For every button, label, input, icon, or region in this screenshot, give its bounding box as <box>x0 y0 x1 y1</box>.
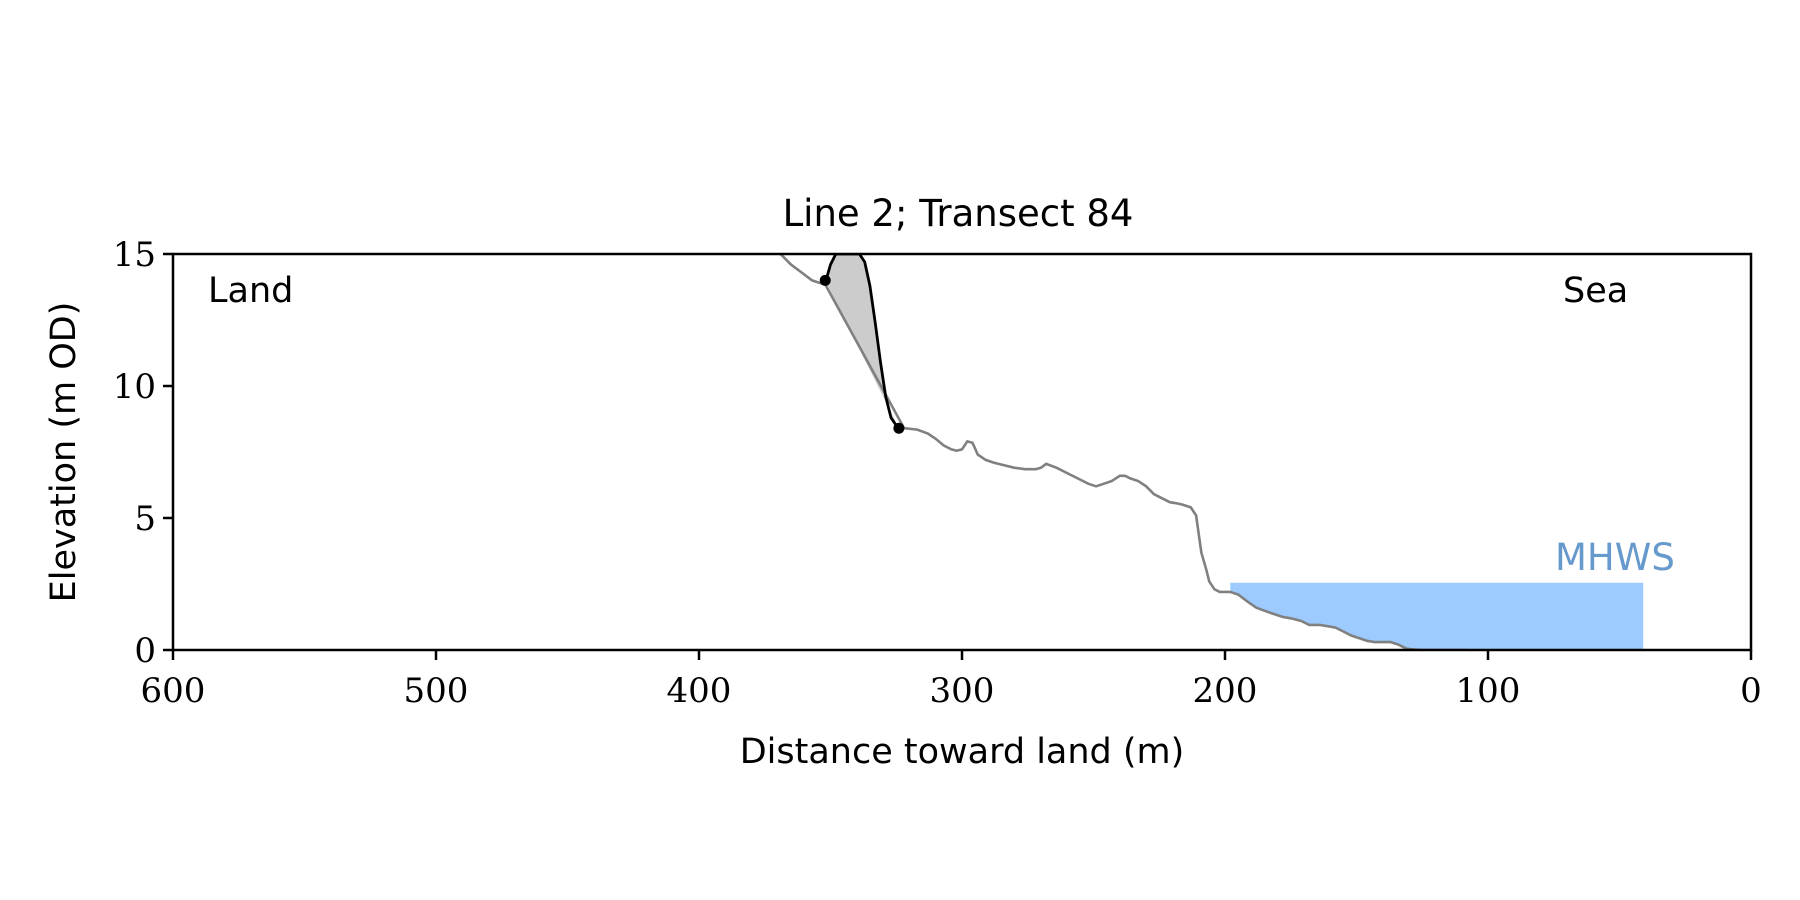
y-tick-label: 10 <box>113 367 156 407</box>
chart-title: Line 2; Transect 84 <box>783 192 1134 235</box>
cliff-point-toe <box>893 422 905 434</box>
x-tick-label: 600 <box>141 671 206 711</box>
profile-line <box>779 254 1467 650</box>
x-tick-label: 100 <box>1456 671 1521 711</box>
y-tick-label: 5 <box>134 499 156 539</box>
y-axis-ticks: 0 5 10 15 <box>113 235 173 671</box>
cliff-point-top <box>819 274 831 286</box>
erosion-area <box>825 254 905 429</box>
land-annotation: Land <box>208 271 293 311</box>
x-axis-label: Distance toward land (m) <box>740 732 1185 772</box>
y-tick-label: 0 <box>134 631 156 671</box>
x-tick-label: 500 <box>404 671 469 711</box>
mhws-label: MHWS <box>1555 536 1675 579</box>
sea-annotation: Sea <box>1563 271 1628 311</box>
y-axis-label: Elevation (m OD) <box>44 302 84 603</box>
x-tick-label: 400 <box>667 671 732 711</box>
y-tick-label: 15 <box>113 235 156 275</box>
x-tick-label: 200 <box>1193 671 1258 711</box>
x-tick-label: 0 <box>1740 671 1762 711</box>
x-axis-ticks: 600 500 400 300 200 100 0 <box>141 650 1762 711</box>
cliff-face-line <box>823 254 905 430</box>
mhws-water-area <box>1230 582 1644 650</box>
cliff-points <box>819 274 905 434</box>
x-tick-label: 300 <box>930 671 995 711</box>
